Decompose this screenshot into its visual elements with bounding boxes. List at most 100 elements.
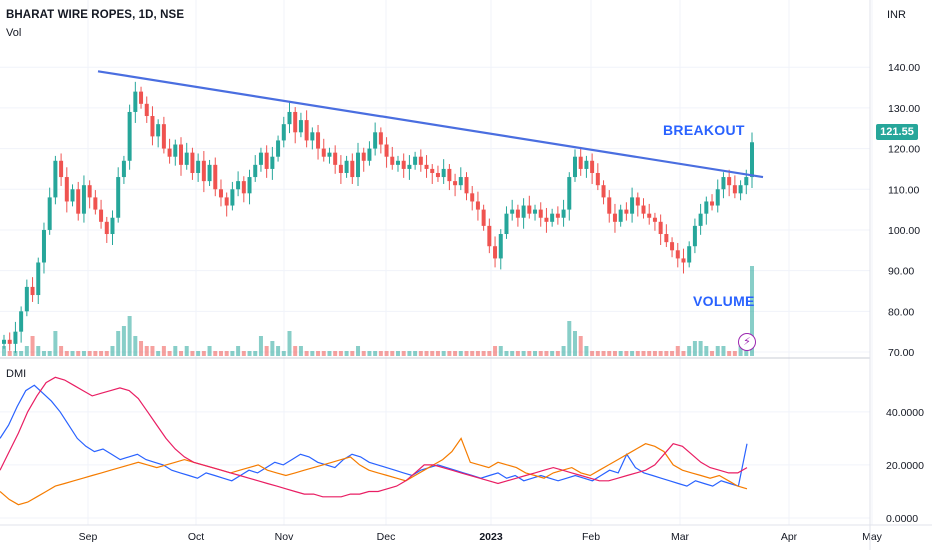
volume-bar — [475, 351, 480, 356]
volume-bar — [241, 351, 246, 356]
volume-bar — [607, 351, 612, 356]
dmi-label[interactable]: DMI — [6, 368, 27, 380]
candle-body — [612, 213, 617, 222]
volume-bar — [692, 341, 697, 356]
candle-body — [2, 339, 6, 344]
volume-bar — [624, 351, 629, 356]
volume-bar — [647, 351, 652, 356]
candle-body — [99, 209, 104, 222]
volume-bar — [230, 351, 235, 356]
candle-body — [578, 156, 583, 169]
flash-icon[interactable]: ⚡ — [738, 333, 756, 351]
candle-body — [658, 221, 663, 235]
candle-body — [533, 209, 538, 214]
time-tick-label: Mar — [671, 531, 690, 543]
candle-body — [144, 103, 149, 117]
time-tick-label: May — [862, 531, 883, 543]
volume-bar — [675, 346, 680, 356]
price-tick-label: 100.00 — [888, 225, 920, 237]
candle-body — [338, 164, 343, 173]
volume-bar — [270, 341, 275, 356]
candle-body — [150, 116, 155, 137]
volume-bar — [744, 346, 749, 356]
volume-bar — [110, 346, 115, 356]
volume-bar — [681, 351, 686, 356]
volume-bar — [521, 351, 526, 356]
volume-bar — [213, 351, 218, 356]
candle-body — [179, 144, 184, 165]
candle-body — [7, 339, 12, 344]
volume-bar — [156, 351, 161, 356]
volume-bar — [304, 351, 309, 356]
candle-body — [93, 197, 98, 210]
candle-body — [464, 177, 469, 194]
volume-bar — [515, 351, 520, 356]
candle-body — [384, 144, 389, 157]
volume-bar — [658, 351, 663, 356]
candle-body — [641, 205, 646, 214]
volume-bar — [464, 351, 469, 356]
candle-body — [24, 286, 29, 312]
volume-label[interactable]: Vol — [6, 27, 22, 39]
volume-bar — [504, 351, 509, 356]
last-price-tag: 121.55 — [876, 124, 918, 140]
candle-body — [241, 181, 246, 194]
candle-body — [190, 152, 195, 173]
price-tick-label: 110.00 — [888, 184, 919, 196]
volume-bar — [664, 351, 669, 356]
candle-body — [196, 160, 201, 173]
dmi-plus-line — [0, 384, 748, 487]
candle-body — [327, 152, 332, 157]
volume-bar — [590, 351, 595, 356]
volume-bar — [435, 351, 440, 356]
candle-body — [121, 160, 126, 178]
candle-body — [276, 140, 281, 157]
volume-bar — [567, 321, 572, 356]
candle-body — [635, 197, 640, 206]
candle-body — [344, 160, 349, 173]
candle-body — [418, 156, 423, 165]
volume-bar — [287, 331, 292, 356]
candle-body — [321, 148, 326, 157]
candle-body — [333, 152, 338, 165]
candle-body — [538, 209, 543, 218]
candle-body — [453, 181, 458, 186]
trendline[interactable] — [97, 70, 764, 179]
candle-body — [498, 234, 503, 259]
volume-bar — [727, 351, 732, 356]
candle-body — [521, 205, 526, 218]
volume-annotation[interactable]: VOLUME — [693, 293, 755, 309]
candle-body — [544, 217, 549, 222]
volume-bar — [207, 346, 212, 356]
volume-bar — [595, 351, 600, 356]
candle-body — [133, 91, 138, 112]
volume-bar — [116, 331, 121, 356]
candle-body — [104, 221, 109, 235]
volume-bar — [698, 341, 703, 356]
volume-bar — [401, 351, 406, 356]
time-tick-label: 2023 — [479, 531, 503, 543]
candle-body — [715, 189, 720, 206]
volume-bar — [395, 351, 400, 356]
volume-bar — [24, 346, 29, 356]
breakout-annotation[interactable]: BREAKOUT — [663, 122, 745, 138]
volume-bar — [196, 351, 201, 356]
candle-body — [116, 177, 121, 218]
volume-bar — [413, 351, 418, 356]
candle-body — [70, 189, 75, 202]
volume-bar — [30, 336, 35, 356]
candle-body — [664, 234, 669, 243]
candle-body — [595, 172, 600, 186]
candle-body — [247, 177, 252, 194]
candle-body — [744, 177, 749, 186]
candle-body — [310, 132, 315, 141]
candle-body — [527, 205, 532, 214]
volume-bar — [750, 266, 754, 356]
candle-body — [218, 189, 223, 198]
volume-bar — [652, 351, 657, 356]
volume-bar — [710, 351, 715, 356]
volume-bar — [378, 351, 383, 356]
candle-body — [475, 201, 480, 210]
volume-bar — [550, 351, 555, 356]
